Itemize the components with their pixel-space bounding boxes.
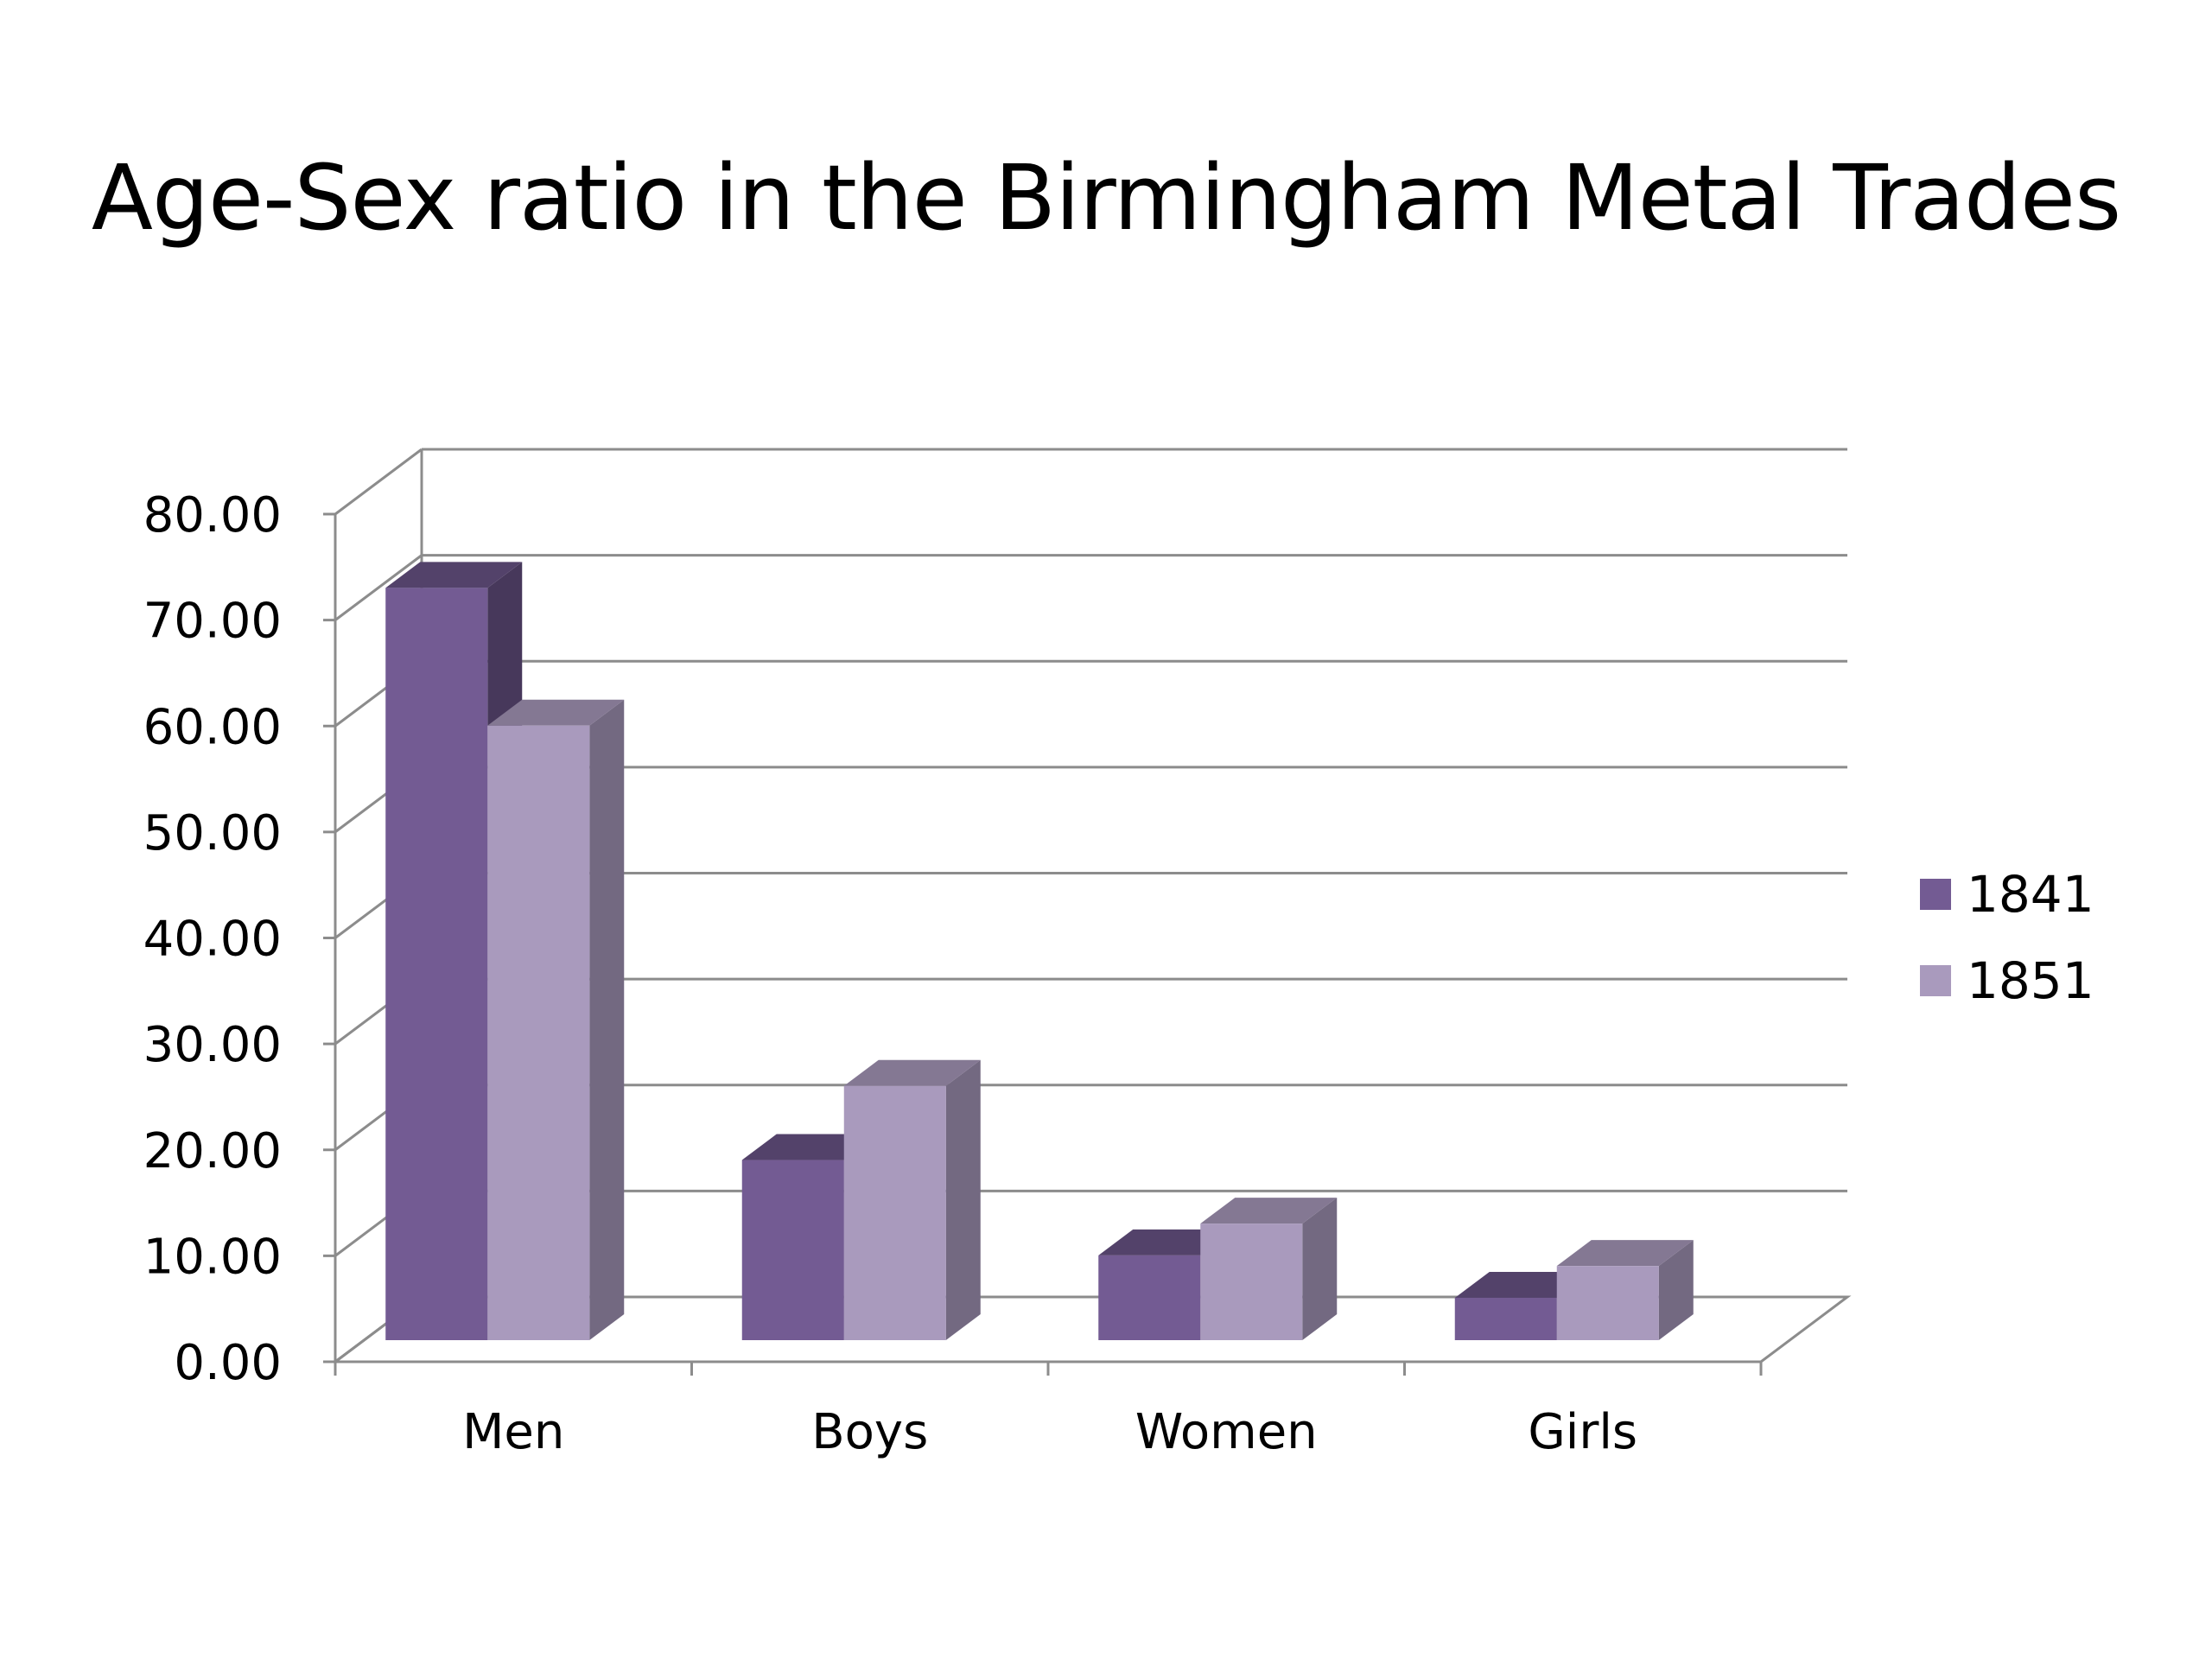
bar-top (843, 1059, 981, 1086)
y-tick-label: 30.00 (143, 1017, 282, 1073)
bar-side (945, 1059, 981, 1340)
bar-top (487, 699, 625, 726)
y-tick-label: 70.00 (143, 594, 282, 650)
side-wall-gridline (334, 554, 423, 621)
chart-title: Age-Sex ratio in the Birmingham Metal Tr… (91, 145, 2121, 251)
bar (1556, 1240, 1694, 1340)
bar (487, 699, 625, 1340)
bar-front (741, 1160, 844, 1340)
bar-front (1556, 1266, 1659, 1340)
legend-swatch (1920, 879, 1951, 910)
bar-side (1302, 1198, 1338, 1340)
bar-front (385, 588, 488, 1340)
y-tick-label: 20.00 (143, 1123, 282, 1179)
bar-front (843, 1085, 946, 1340)
axes (323, 512, 1763, 1376)
x-category-label: Girls (1528, 1404, 1637, 1460)
bar-side (589, 699, 625, 1340)
x-category-label: Women (1135, 1404, 1318, 1460)
y-tick-label: 40.00 (143, 912, 282, 968)
legend-label: 1851 (1967, 951, 2094, 1010)
bars (385, 562, 1694, 1340)
y-tick-label: 60.00 (143, 699, 282, 755)
x-category-label: Men (462, 1404, 564, 1460)
y-tick-label: 0.00 (174, 1335, 282, 1391)
bar-front (1098, 1255, 1201, 1340)
bar-front (1200, 1224, 1303, 1340)
x-category-labels: Men Boys Women Girls (462, 1404, 1637, 1460)
x-category-label: Boys (811, 1404, 928, 1460)
bar-front (487, 725, 590, 1340)
bar-top (1200, 1198, 1338, 1224)
y-tick-label: 10.00 (143, 1229, 282, 1285)
legend-swatch (1920, 965, 1951, 996)
side-wall-gridline (334, 448, 423, 516)
bar-front (1454, 1297, 1557, 1340)
bar (843, 1059, 981, 1340)
bar-side (1658, 1240, 1694, 1340)
y-tick-label: 50.00 (143, 805, 282, 861)
bar-top (1556, 1240, 1694, 1267)
legend: 1841 1851 (1920, 865, 2094, 1010)
y-tick-label: 80.00 (143, 487, 282, 543)
legend-label: 1841 (1967, 865, 2094, 924)
bar-top (385, 562, 523, 588)
y-tick-labels: 0.00 10.00 20.00 30.00 40.00 50.00 60.00 70.00 8… (143, 487, 282, 1391)
bar (1200, 1198, 1338, 1340)
